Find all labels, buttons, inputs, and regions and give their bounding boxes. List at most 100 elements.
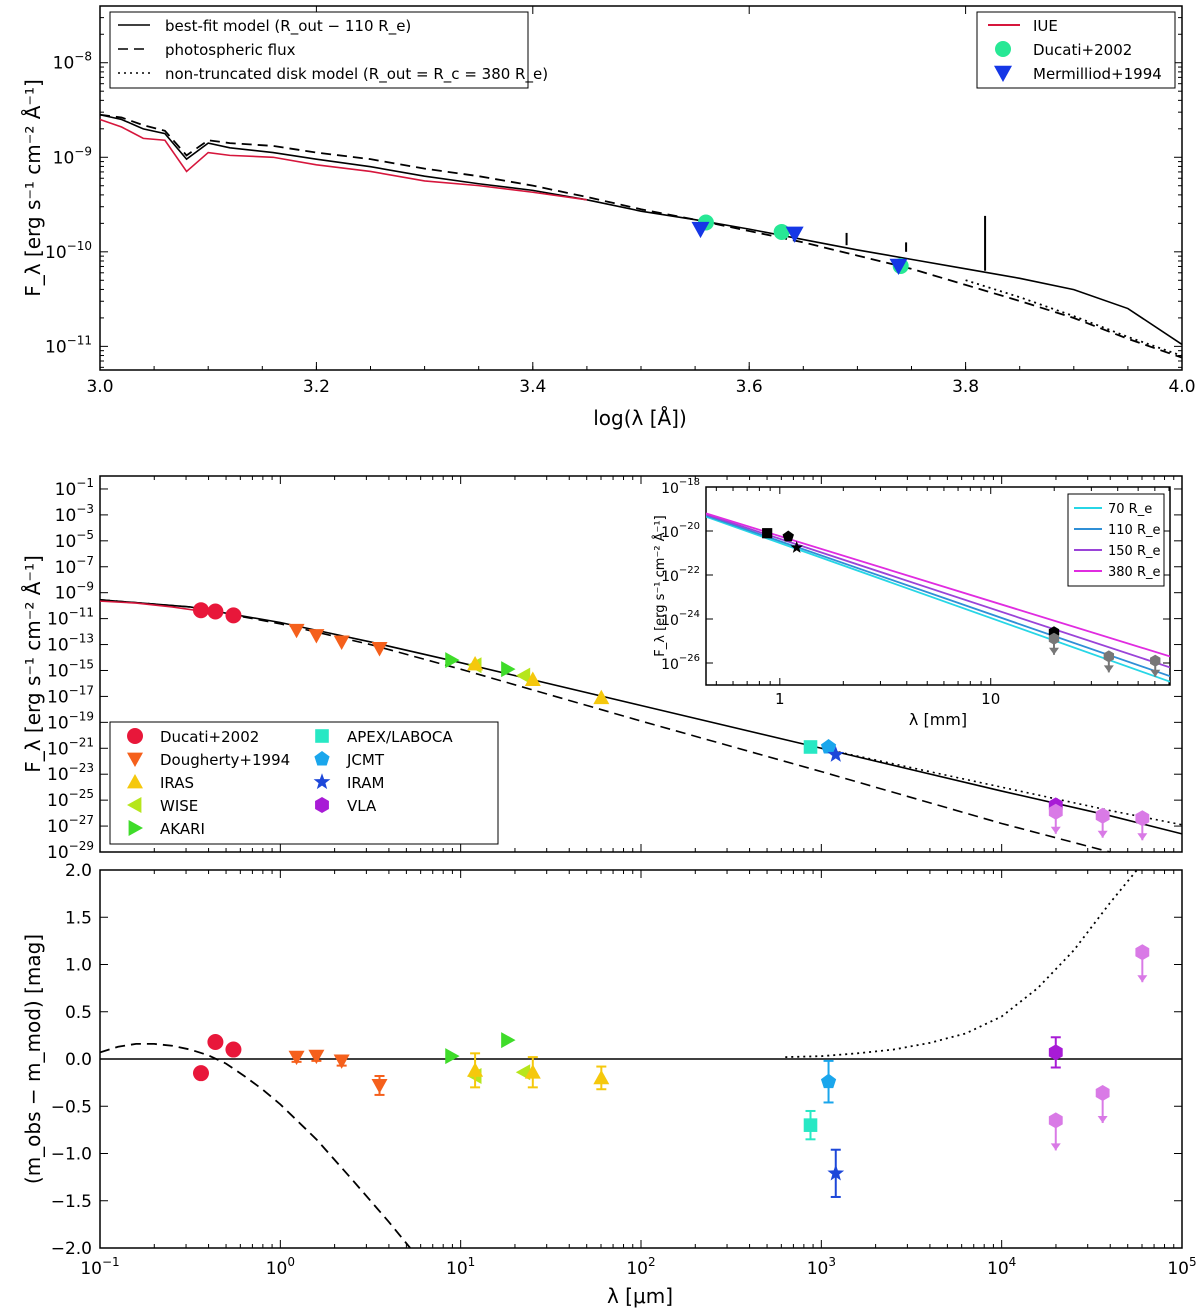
- bottom-y-tick-label: −1.0: [51, 1145, 92, 1165]
- middle-point-Ducati+2002: [207, 603, 224, 620]
- middle-point-JCMT: [820, 738, 837, 754]
- middle-y-tick-label: 10−17: [47, 683, 94, 707]
- legend-marker: [127, 774, 143, 789]
- inset-upper-limit-arrow-head: [1103, 665, 1114, 673]
- inset-panel: 1 10 10−18 10−20 10−22 10−24 10−26 70 R_e 110 R_…: [652, 477, 1171, 729]
- bottom-upper-limit-arrow-head: [1137, 975, 1148, 983]
- middle-legend-box: [109, 721, 499, 845]
- inset-y-tick-label: 10−26: [661, 653, 700, 673]
- top-point-Mermilliod+1994: [691, 221, 710, 239]
- middle-y-tick-label: 10−1: [55, 476, 94, 500]
- legend-label: WISE: [160, 797, 198, 815]
- top-point-Ducati+2002: [773, 223, 790, 240]
- bottom-lines: [100, 870, 1182, 1248]
- legend-label: Mermilliod+1994: [1033, 65, 1162, 83]
- bottom-x-tick-label: 10−1: [80, 1255, 119, 1279]
- bottom-y-tick-label: 0.5: [65, 1003, 92, 1023]
- middle-y-tick-label: 10−11: [47, 606, 94, 630]
- top-line-IUE: [99, 118, 588, 201]
- middle-point-IRAS: [467, 656, 484, 671]
- inset-point-IRAM: [790, 540, 803, 553]
- legend-marker: [313, 773, 331, 790]
- top-line-photospheric flux: [99, 113, 1183, 359]
- bottom-point-Ducati+2002: [192, 1065, 209, 1082]
- legend-label: IUE: [1033, 17, 1058, 35]
- legend-marker: [128, 820, 143, 836]
- inset-x-tick-label: 10: [981, 690, 1000, 708]
- middle-point-AKARI: [501, 661, 516, 678]
- inset-legend: 70 R_e 110 R_e 150 R_e 380 R_e: [1067, 493, 1165, 587]
- middle-point-Dougherty+1994: [288, 623, 305, 639]
- top-x-axis-label: log(λ [Å]): [593, 406, 687, 430]
- inset-y-tick-label: 10−22: [661, 565, 700, 585]
- legend-marker: [995, 41, 1011, 57]
- top-y-tick-label: 10−11: [45, 333, 92, 357]
- inset-y-axis-label: F_λ [erg s⁻¹ cm⁻² Å⁻¹]: [652, 515, 668, 656]
- middle-point-Ducati+2002: [225, 607, 242, 624]
- middle-y-tick-label: 10−7: [55, 554, 94, 578]
- bottom-line-photospheric flux: [100, 1042, 411, 1248]
- legend-label: Dougherty+1994: [160, 751, 290, 769]
- middle-y-tick-label: 10−21: [47, 735, 94, 759]
- top-legend-left-box: [109, 11, 529, 89]
- bottom-point-VLA upper limits: [1048, 1112, 1063, 1129]
- bottom-point-IRAS: [467, 1062, 484, 1077]
- inset-lines: [706, 512, 1170, 683]
- inset-point-APEX/LABOCA: [762, 528, 773, 539]
- bottom-point-JCMT: [820, 1073, 837, 1089]
- bottom-point-IRAS: [524, 1064, 541, 1079]
- middle-point-VLA upper limits: [1048, 803, 1063, 820]
- top-x-tick-label: 3.0: [86, 377, 113, 397]
- inset-line-380 R_e: [706, 512, 1170, 658]
- inset-point-VLA upper limits: [1103, 650, 1115, 663]
- top-legend-left: best-fit model (R_out − 110 R_e) photosph…: [109, 11, 548, 89]
- middle-upper-limit-arrow-head: [1050, 826, 1061, 834]
- legend-marker: [314, 751, 330, 766]
- bottom-y-tick-label: −2.0: [51, 1239, 92, 1259]
- top-x-tick-label: 4.0: [1168, 377, 1195, 397]
- bottom-point-Dougherty+1994: [333, 1054, 350, 1069]
- top-point-Mermilliod+1994: [785, 226, 804, 243]
- middle-y-tick-label: 10−5: [55, 528, 94, 552]
- legend-marker: [994, 65, 1012, 82]
- inset-point-VLA upper limits: [1150, 654, 1161, 667]
- middle-point-Dougherty+1994: [333, 635, 350, 650]
- middle-y-tick-label: 10−25: [47, 787, 94, 811]
- top-point-Mermilliod+1994: [889, 258, 908, 275]
- middle-y-tick-label: 10−9: [55, 580, 94, 604]
- inset-point-JCMT: [782, 530, 794, 542]
- inset-y-tick-label: 10−24: [661, 609, 700, 629]
- bottom-point-Dougherty+1994: [308, 1049, 325, 1065]
- middle-point-AKARI: [445, 652, 460, 669]
- inset-x-tick-label: 1: [775, 690, 785, 708]
- middle-line-non-truncated disk model: [821, 747, 1183, 826]
- middle-point-VLA upper limits: [1095, 807, 1110, 824]
- middle-point-IRAS: [593, 689, 610, 705]
- inset-line-70 R_e: [706, 515, 1170, 683]
- bottom-x-tick-label: 102: [626, 1255, 655, 1279]
- inset-legend-label: 150 R_e: [1108, 544, 1160, 559]
- legend-label: Ducati+2002: [1033, 41, 1132, 59]
- top-x-tick-label: 3.4: [519, 377, 546, 397]
- legend-marker: [315, 729, 329, 743]
- bottom-point-IRAM: [827, 1164, 845, 1181]
- inset-point-VLA upper limits: [1048, 632, 1060, 645]
- middle-point-WISE: [515, 667, 531, 684]
- bottom-y-axis-label: (m_obs − m_mod) [mag]: [21, 934, 45, 1184]
- bottom-x-tick-label: 105: [1167, 1255, 1196, 1279]
- inset-upper-limit-arrow-head: [1150, 669, 1161, 677]
- middle-point-VLA upper limits: [1135, 810, 1150, 827]
- bottom-point-Dougherty+1994: [371, 1079, 388, 1094]
- bottom-y-tick-label: 2.0: [65, 861, 92, 881]
- middle-y-tick-label: 10−29: [47, 839, 94, 863]
- inset-x-axis-label: λ [mm]: [909, 710, 967, 729]
- middle-point-APEX/LABOCA: [803, 740, 818, 754]
- inset-upper-limit-arrow-head: [1049, 647, 1059, 655]
- top-y-tick-label: 10−10: [45, 239, 92, 263]
- middle-upper-limit-arrow-head: [1137, 833, 1148, 841]
- middle-y-tick-label: 10−27: [47, 813, 94, 837]
- legend-label: best-fit model (R_out − 110 R_e): [165, 17, 411, 36]
- legend-marker: [127, 797, 142, 813]
- legend-label: photospheric flux: [165, 41, 296, 59]
